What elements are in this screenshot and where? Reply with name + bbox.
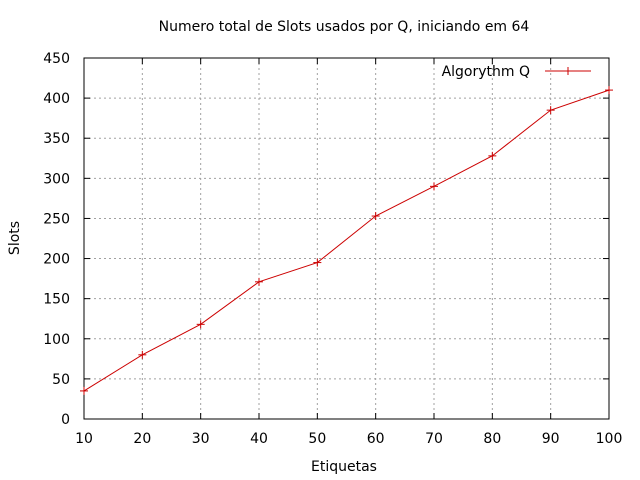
x-tick-label: 70 bbox=[425, 431, 443, 447]
x-tick-label: 40 bbox=[250, 431, 268, 447]
data-point bbox=[430, 182, 438, 191]
x-tick-label: 10 bbox=[75, 431, 93, 447]
y-axis-label: Slots bbox=[7, 221, 23, 255]
y-tick-label: 150 bbox=[43, 292, 70, 308]
x-tick-label: 100 bbox=[596, 431, 623, 447]
series-line bbox=[83, 89, 610, 392]
plot-border bbox=[83, 57, 610, 420]
y-tick-label: 50 bbox=[52, 372, 70, 388]
legend-marker-plus bbox=[564, 67, 572, 75]
axes: 0 50 100 150 200 250 300 350 400 450 10 20 30 40 50 60 7… bbox=[43, 51, 622, 447]
data-point bbox=[605, 86, 613, 95]
data-point bbox=[196, 320, 205, 329]
x-tick-label: 50 bbox=[308, 431, 326, 447]
x-tick-label: 20 bbox=[133, 431, 151, 447]
x-axis-label: Etiquetas bbox=[311, 459, 377, 475]
y-tick-label: 300 bbox=[43, 171, 70, 187]
y-tick-label: 450 bbox=[43, 51, 70, 67]
y-tick-label: 200 bbox=[43, 252, 70, 268]
y-tick-label: 250 bbox=[43, 211, 70, 227]
data-point bbox=[138, 350, 147, 359]
grid bbox=[84, 58, 609, 419]
data-point bbox=[546, 106, 555, 115]
data-point bbox=[80, 386, 88, 395]
x-tick-label: 30 bbox=[192, 431, 210, 447]
data-point bbox=[255, 277, 263, 286]
legend-label: Algorythm Q bbox=[442, 64, 530, 80]
x-tick-label: 80 bbox=[483, 431, 501, 447]
y-tick-label: 0 bbox=[61, 412, 70, 428]
y-tick-label: 100 bbox=[43, 332, 70, 348]
data-point bbox=[313, 258, 322, 267]
data-point bbox=[488, 151, 497, 160]
chart-title: Numero total de Slots usados por Q, inic… bbox=[159, 19, 530, 35]
legend: Algorythm Q bbox=[442, 64, 591, 80]
legend-marker bbox=[564, 67, 572, 75]
series bbox=[80, 86, 613, 395]
y-tick-label: 350 bbox=[43, 131, 70, 147]
x-tick-label: 90 bbox=[542, 431, 560, 447]
data-point bbox=[371, 212, 380, 221]
y-tick-label: 400 bbox=[43, 91, 70, 107]
x-tick-label: 60 bbox=[367, 431, 385, 447]
